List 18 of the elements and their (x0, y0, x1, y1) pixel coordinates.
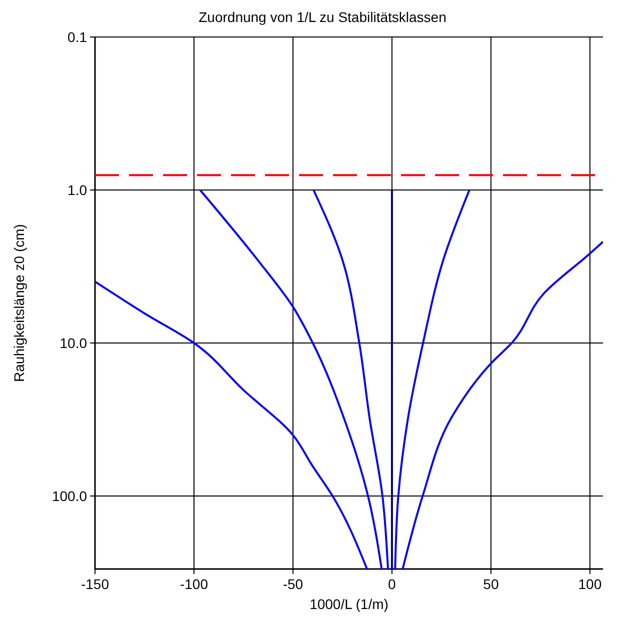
x-axis-title: 1000/L (1/m) (310, 596, 388, 612)
y-axis-title: Rauhigkeitslänge z0 (cm) (11, 224, 27, 382)
line-series (312, 189, 389, 569)
x-tick-label: 100 (578, 576, 602, 592)
chart-title: Zuordnung von 1/L zu Stabilitätsklassen (198, 9, 446, 25)
y-tick-label: 10.0 (60, 334, 88, 351)
y-tick-label: 100.0 (52, 488, 88, 504)
line-series (394, 189, 470, 569)
x-tick-label: -100 (180, 576, 208, 592)
line-series (199, 189, 383, 569)
line-series (402, 240, 603, 569)
x-tick-label: 0 (388, 576, 396, 592)
y-tick-label: 0.1 (68, 28, 88, 45)
line-series (95, 280, 368, 569)
x-tick-label: -150 (80, 576, 110, 592)
y-tick-label: 1.0 (68, 182, 88, 198)
x-tick-label: 50 (483, 576, 499, 592)
x-tick-label: -50 (282, 576, 304, 592)
